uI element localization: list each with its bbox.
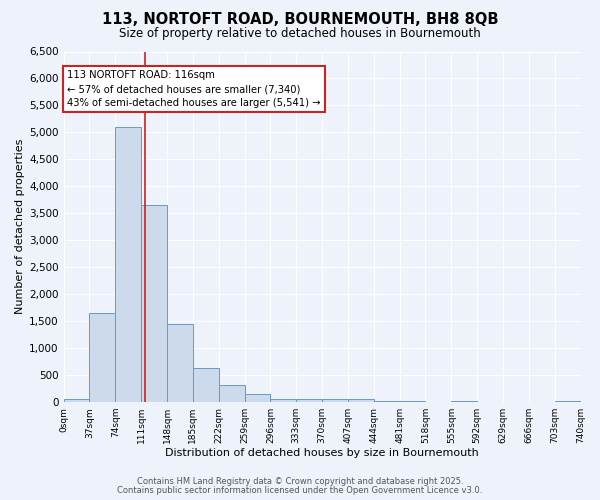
- Bar: [141, 205, 167, 402]
- Bar: [245, 394, 271, 402]
- Bar: [89, 313, 115, 402]
- Bar: [554, 400, 581, 402]
- Text: Contains public sector information licensed under the Open Government Licence v3: Contains public sector information licen…: [118, 486, 482, 495]
- Text: 113, NORTOFT ROAD, BOURNEMOUTH, BH8 8QB: 113, NORTOFT ROAD, BOURNEMOUTH, BH8 8QB: [102, 12, 498, 28]
- Bar: [374, 400, 400, 402]
- Bar: [348, 400, 374, 402]
- Bar: [167, 324, 193, 402]
- Text: Contains HM Land Registry data © Crown copyright and database right 2025.: Contains HM Land Registry data © Crown c…: [137, 477, 463, 486]
- Bar: [322, 400, 348, 402]
- Bar: [193, 368, 219, 402]
- Bar: [219, 384, 245, 402]
- Bar: [271, 400, 296, 402]
- Text: 113 NORTOFT ROAD: 116sqm
← 57% of detached houses are smaller (7,340)
43% of sem: 113 NORTOFT ROAD: 116sqm ← 57% of detach…: [67, 70, 320, 108]
- Bar: [451, 400, 477, 402]
- Bar: [64, 400, 89, 402]
- X-axis label: Distribution of detached houses by size in Bournemouth: Distribution of detached houses by size …: [165, 448, 479, 458]
- Bar: [115, 127, 141, 402]
- Bar: [296, 400, 322, 402]
- Text: Size of property relative to detached houses in Bournemouth: Size of property relative to detached ho…: [119, 28, 481, 40]
- Bar: [400, 400, 425, 402]
- Y-axis label: Number of detached properties: Number of detached properties: [15, 139, 25, 314]
